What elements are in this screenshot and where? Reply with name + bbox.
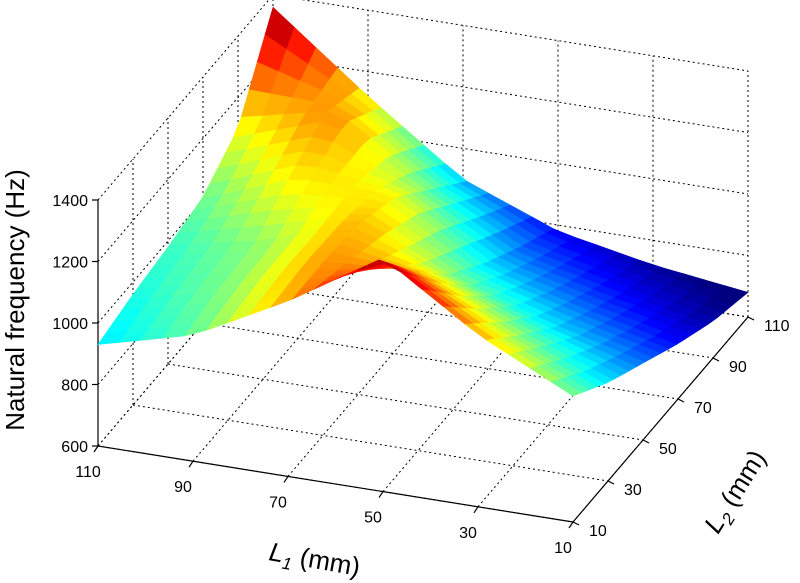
y-axis-line — [572, 316, 749, 523]
z-tick-label: 800 — [61, 378, 88, 395]
surface — [97, 6, 749, 397]
y-tick-mark — [607, 480, 615, 485]
floor-grid-line — [132, 404, 609, 482]
y-tick-mark — [572, 521, 580, 526]
y-tick-mark — [712, 357, 720, 362]
z-tick-label: 1400 — [52, 193, 88, 210]
x-tick-label: 50 — [364, 510, 382, 527]
x-tick-mark — [188, 460, 194, 468]
x-tick-label: 30 — [459, 525, 477, 542]
x-tick-mark — [283, 476, 289, 483]
z-tick-label: 1000 — [52, 316, 88, 333]
y-axis-label-unit: (mm) — [710, 444, 771, 517]
x-tick-mark — [473, 506, 479, 514]
x-axis-label-sub: 1 — [281, 554, 294, 574]
z-tick-label: 1200 — [52, 255, 88, 272]
tick-labels: 600 800 1000 1200 1400 110 90 70 50 30 10 10 30 50 70 9… — [52, 193, 789, 557]
x-tick-label: 90 — [174, 479, 192, 496]
y-tick-label: 50 — [659, 441, 677, 458]
x-tick-label: 110 — [75, 464, 101, 481]
x-axis-label-unit: (mm) — [291, 541, 363, 582]
x-tick-label: 70 — [269, 494, 287, 511]
surface-patch — [550, 379, 582, 397]
z-axis-label: Natural frequency (Hz) — [0, 169, 30, 431]
x-axis-line — [97, 445, 574, 523]
x-tick-label: 10 — [554, 540, 572, 557]
y-tick-mark — [677, 398, 685, 403]
y-axis-label: L2 (mm) — [698, 444, 775, 540]
y-tick-label: 30 — [624, 482, 642, 499]
floor-grid-line — [287, 271, 464, 477]
y-tick-label: 110 — [764, 318, 790, 335]
side-wall-grid-line — [272, 56, 749, 133]
x-tick-mark — [378, 491, 384, 498]
side-wall-grid-line — [301, 0, 749, 72]
floor-grid-line — [167, 363, 644, 441]
y-tick-mark — [747, 316, 755, 321]
y-tick-mark — [642, 439, 650, 444]
x-axis-label-main: L — [267, 536, 286, 568]
x-tick-mark — [568, 521, 574, 529]
axes — [92, 199, 755, 529]
z-tick-label: 600 — [61, 439, 88, 456]
x-tick-mark — [93, 445, 99, 453]
y-tick-label: 10 — [589, 523, 607, 540]
y-tick-label: 70 — [694, 400, 712, 417]
x-axis-label: L1 (mm) — [266, 536, 362, 583]
y-tick-label: 90 — [729, 359, 747, 376]
